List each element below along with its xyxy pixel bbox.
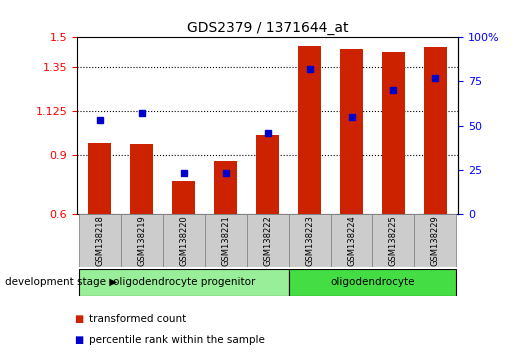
Text: GSM138221: GSM138221	[221, 215, 230, 266]
FancyBboxPatch shape	[163, 214, 205, 267]
Text: ■: ■	[74, 335, 83, 345]
Text: oligodendrocyte: oligodendrocyte	[330, 277, 415, 287]
Text: GSM138218: GSM138218	[95, 215, 104, 266]
Bar	[130, 144, 153, 214]
Text: GSM138224: GSM138224	[347, 215, 356, 266]
FancyBboxPatch shape	[121, 214, 163, 267]
Bar	[89, 143, 111, 214]
Bar	[340, 49, 363, 214]
Bar	[172, 181, 196, 214]
Text: development stage ▶: development stage ▶	[5, 277, 118, 287]
Bar	[424, 47, 447, 214]
Text: oligodendrocyte progenitor: oligodendrocyte progenitor	[112, 277, 255, 287]
Text: GSM138223: GSM138223	[305, 215, 314, 266]
FancyBboxPatch shape	[414, 214, 456, 267]
FancyBboxPatch shape	[246, 214, 289, 267]
Text: GSM138219: GSM138219	[137, 215, 146, 266]
Text: GSM138229: GSM138229	[431, 215, 440, 266]
FancyBboxPatch shape	[373, 214, 414, 267]
Bar	[298, 46, 321, 214]
FancyBboxPatch shape	[205, 214, 246, 267]
Text: GSM138225: GSM138225	[389, 215, 398, 266]
Bar	[382, 52, 405, 214]
FancyBboxPatch shape	[331, 214, 373, 267]
Title: GDS2379 / 1371644_at: GDS2379 / 1371644_at	[187, 21, 348, 35]
Bar	[214, 161, 237, 214]
Text: transformed count: transformed count	[89, 314, 186, 324]
Text: GSM138220: GSM138220	[179, 215, 188, 266]
Text: ■: ■	[74, 314, 83, 324]
FancyBboxPatch shape	[289, 269, 456, 296]
FancyBboxPatch shape	[289, 214, 331, 267]
Bar	[256, 135, 279, 214]
FancyBboxPatch shape	[79, 269, 289, 296]
Text: percentile rank within the sample: percentile rank within the sample	[89, 335, 265, 345]
FancyBboxPatch shape	[79, 214, 121, 267]
Text: GSM138222: GSM138222	[263, 215, 272, 266]
